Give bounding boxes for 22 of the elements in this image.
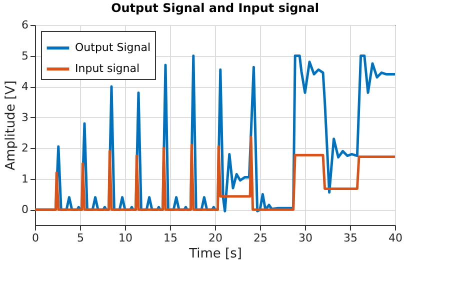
x-tick-label: 25 xyxy=(254,232,268,244)
y-tick-label: 1 xyxy=(22,172,28,186)
y-tick-label: 0 xyxy=(22,203,28,216)
x-tick-label: 40 xyxy=(388,232,402,244)
chart-title: Output Signal and Input signal xyxy=(111,1,319,15)
y-tick-label: 6 xyxy=(22,18,28,32)
x-tick-label: 10 xyxy=(118,232,132,244)
line-series xyxy=(35,136,395,211)
legend-label: Output Signal xyxy=(75,41,150,54)
y-tick-label: 3 xyxy=(22,110,28,124)
legend-label: Input signal xyxy=(75,62,140,75)
x-tick-label: 35 xyxy=(344,232,358,244)
x-axis-title: Time [s] xyxy=(188,246,242,262)
y-tick-label: 5 xyxy=(22,49,28,62)
x-tick-label: 0 xyxy=(32,232,39,244)
x-tick-label: 20 xyxy=(208,232,222,244)
y-tick-label: 4 xyxy=(22,80,28,94)
x-tick-label: 15 xyxy=(164,232,178,244)
x-tick-label: 30 xyxy=(298,232,312,244)
y-axis-title: Amplitude [V] xyxy=(4,80,18,170)
x-tick-label: 5 xyxy=(77,232,84,244)
y-tick-label: 2 xyxy=(22,142,28,155)
